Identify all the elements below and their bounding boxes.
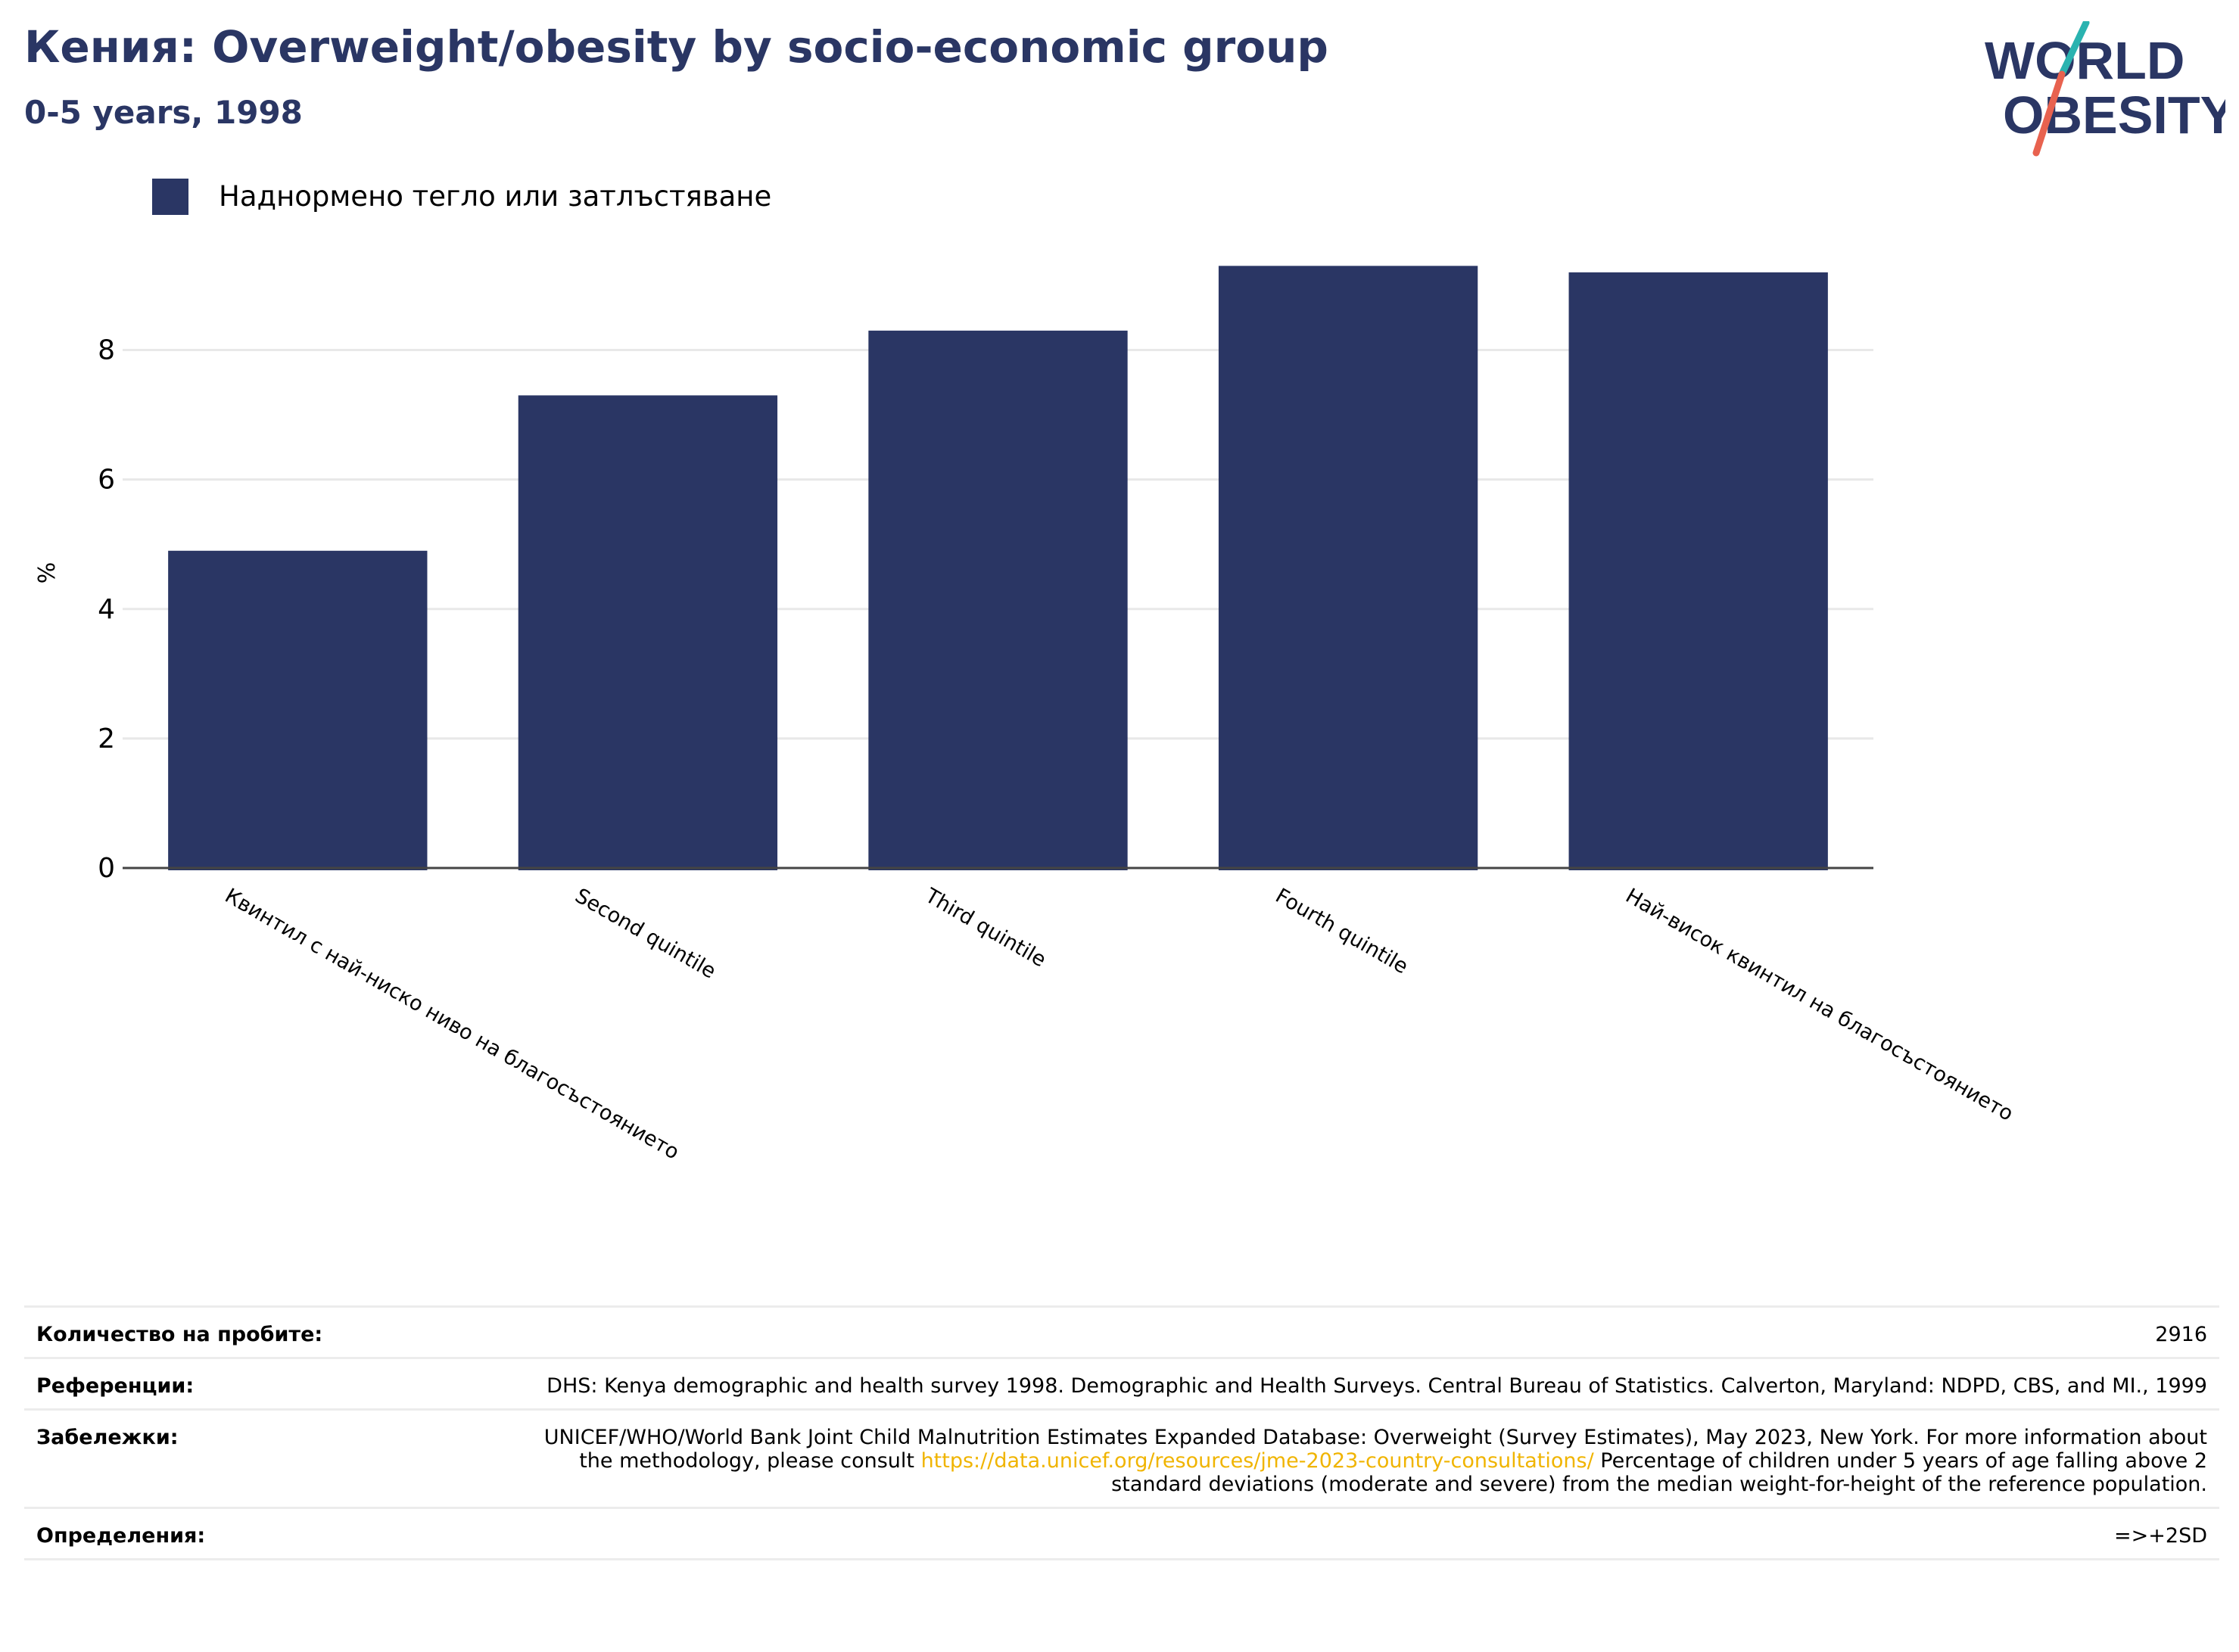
notes-row: Забележки: UNICEF/WHO/World Bank Joint C… bbox=[24, 1408, 2219, 1509]
notes-text-after: Percentage of children under 5 years of … bbox=[1111, 1449, 2207, 1496]
sample-size-label: Количество на пробите: bbox=[24, 1305, 518, 1359]
bar bbox=[868, 330, 1128, 870]
x-tick-label: Third quintile bbox=[920, 884, 1050, 972]
y-tick-label: 6 bbox=[98, 465, 115, 496]
bar bbox=[168, 550, 428, 870]
y-tick-label: 0 bbox=[98, 853, 115, 884]
sample-size-row: Количество на пробите: 2916 bbox=[24, 1305, 2219, 1359]
sample-size-value: 2916 bbox=[518, 1305, 2219, 1359]
notes-value: UNICEF/WHO/World Bank Joint Child Malnut… bbox=[518, 1408, 2219, 1509]
y-tick-label: 4 bbox=[98, 594, 115, 625]
legend-label: Наднормено тегло или затлъстяване bbox=[219, 180, 771, 213]
references-row: Референции: DHS: Kenya demographic and h… bbox=[24, 1357, 2219, 1411]
legend-swatch bbox=[152, 179, 188, 215]
chart-subtitle: 0-5 years, 1998 bbox=[24, 94, 303, 131]
definitions-value: =>+2SD bbox=[518, 1507, 2219, 1560]
y-tick-label: 2 bbox=[98, 723, 115, 754]
definitions-row: Определения: =>+2SD bbox=[24, 1507, 2219, 1560]
logo-line1: WORLD bbox=[1985, 31, 2185, 90]
logo-slash-bottom bbox=[2032, 70, 2066, 157]
notes-label: Забележки: bbox=[24, 1408, 518, 1509]
references-value: DHS: Kenya demographic and health survey… bbox=[518, 1357, 2219, 1411]
bars bbox=[168, 266, 1828, 870]
y-axis-label: % bbox=[34, 562, 61, 584]
world-obesity-logo: WORLD OBESITY bbox=[1985, 21, 2225, 157]
x-tick-label: Second quintile bbox=[571, 884, 720, 983]
x-tick-label: Fourth quintile bbox=[1272, 884, 1412, 978]
bar bbox=[1568, 272, 1828, 870]
methodology-link[interactable]: https://data.unicef.org/resources/jme-20… bbox=[920, 1449, 1594, 1473]
bar bbox=[518, 395, 778, 870]
definitions-label: Определения: bbox=[24, 1507, 518, 1560]
x-tick-label: Най-висок квинтил на благосъстоянието bbox=[1621, 884, 2017, 1126]
chart-title: Кения: Overweight/obesity by socio-econo… bbox=[24, 21, 1328, 73]
references-label: Референции: bbox=[24, 1357, 518, 1411]
info-table: Количество на пробите: 2916 Референции: … bbox=[24, 1305, 2219, 1560]
bar bbox=[1218, 266, 1478, 870]
legend: Наднормено тегло или затлъстяване bbox=[152, 179, 771, 215]
y-tick-label: 8 bbox=[98, 335, 115, 366]
logo-slash-top bbox=[2058, 21, 2090, 78]
notes-text-before: UNICEF/WHO/World Bank Joint Child Malnut… bbox=[543, 1426, 2207, 1473]
